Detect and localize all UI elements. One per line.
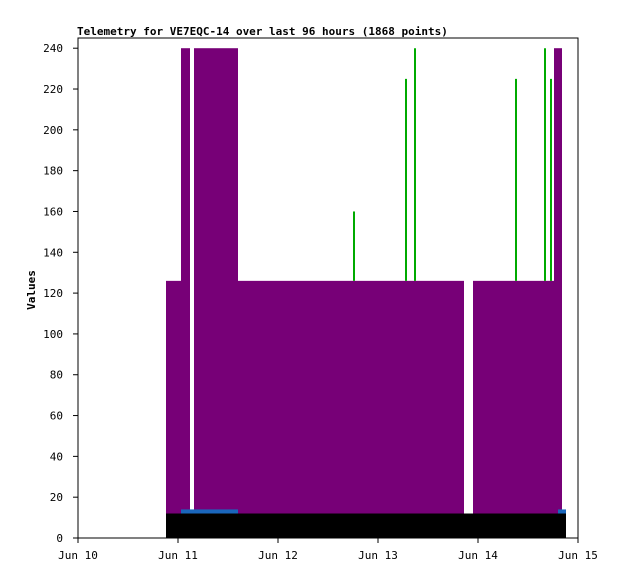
y-tick-label: 240 xyxy=(43,42,63,55)
purple-band-4 xyxy=(194,48,238,539)
purple-band-0 xyxy=(166,280,181,538)
y-tick-label: 220 xyxy=(43,83,63,96)
x-tick-label: Jun 13 xyxy=(358,549,398,562)
y-tick-label: 140 xyxy=(43,246,63,259)
y-tick-label: 160 xyxy=(43,205,63,218)
x-tick-label: Jun 14 xyxy=(458,549,498,562)
x-axis: Jun 10 Jun 11 Jun 12 Jun 13 Jun 14 Jun 15 xyxy=(58,538,598,562)
y-tick-label: 120 xyxy=(43,287,63,300)
x-tick-label: Jun 15 xyxy=(558,549,598,562)
y-tick-label: 80 xyxy=(50,369,63,382)
y-tick-label: 100 xyxy=(43,328,63,341)
y-axis: 0 20 40 60 80 100 120 140 160 180 200 220 240 xyxy=(43,42,78,545)
x-tick-label: Jun 12 xyxy=(258,549,298,562)
y-tick-label: 40 xyxy=(50,450,63,463)
chart-title: Telemetry for VE7EQC-14 over last 96 hou… xyxy=(77,25,448,38)
purple-band-5 xyxy=(554,48,562,539)
chart-marks xyxy=(166,48,566,539)
plot-frame xyxy=(77,37,579,539)
y-tick-label: 200 xyxy=(43,124,63,137)
y-tick-label: 0 xyxy=(56,532,63,545)
x-tick-label: Jun 10 xyxy=(58,549,98,562)
y-tick-label: 20 xyxy=(50,491,63,504)
x-tick-label: Jun 11 xyxy=(158,549,198,562)
black-band-0 xyxy=(166,513,566,538)
y-tick-label: 60 xyxy=(50,410,63,423)
y-tick-label: 180 xyxy=(43,165,63,178)
purple-band-3 xyxy=(181,48,190,539)
y-axis-label: Values xyxy=(25,270,38,310)
purple-band-2 xyxy=(473,280,560,538)
purple-band-1 xyxy=(238,280,464,538)
